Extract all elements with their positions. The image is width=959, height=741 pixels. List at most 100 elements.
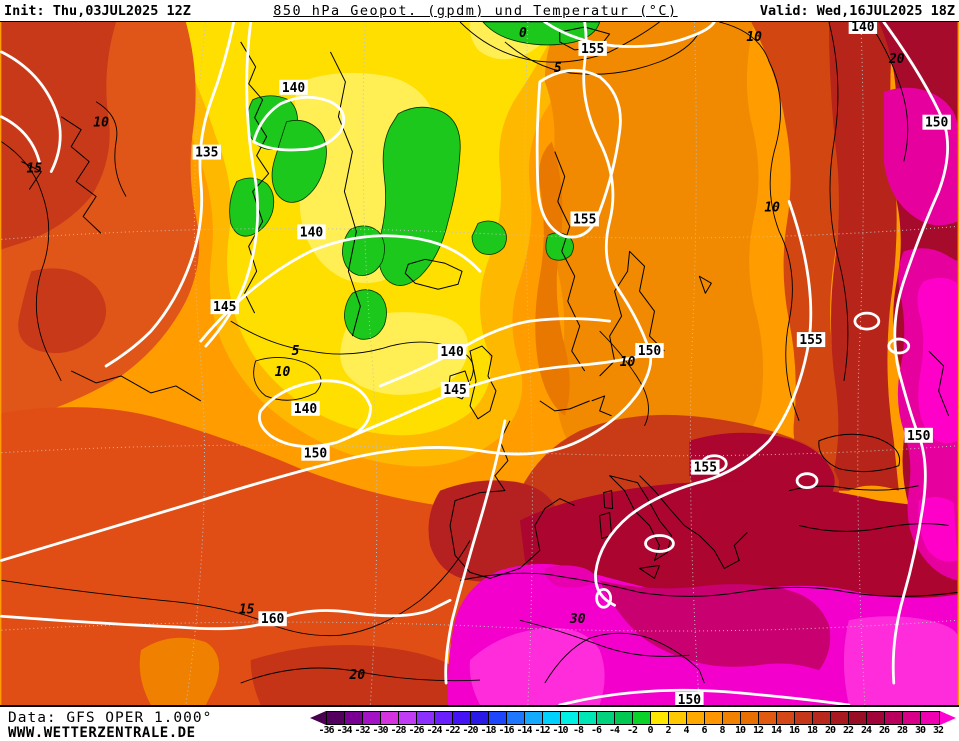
- legend-cells: [326, 711, 940, 725]
- legend-cell: [723, 712, 741, 724]
- temperature-label: 10: [764, 200, 780, 215]
- legend-cell: [705, 712, 723, 724]
- legend-value: 24: [860, 725, 872, 736]
- legend-value: -18: [480, 725, 496, 736]
- legend-cell: [741, 712, 759, 724]
- legend-cell: [507, 712, 525, 724]
- map-canvas: 1351401401451401401451501501551551551551…: [0, 22, 958, 705]
- coastline-layer: [21, 26, 958, 597]
- geopotential-label: 150: [635, 343, 664, 359]
- weather-map: 135 140 140 145 140 140 145 150 150 155 155 155 155 1…: [0, 21, 959, 707]
- legend-cell: [777, 712, 795, 724]
- svg-text:140: 140: [851, 22, 875, 35]
- temperature-label: 20: [349, 668, 366, 683]
- footer-bar: Data: GFS OPER 1.000° WWW.WETTERZENTRALE…: [0, 709, 959, 741]
- legend-value: -22: [444, 725, 460, 736]
- geopotential-label: 140: [279, 79, 308, 96]
- temperature-label: 20: [888, 52, 905, 67]
- geopotential-label: 140: [437, 344, 467, 360]
- legend-cell: [489, 712, 507, 724]
- legend-value: -14: [516, 725, 532, 736]
- legend-cell: [417, 712, 435, 724]
- legend-value: -6: [590, 725, 602, 736]
- legend-value: -16: [498, 725, 514, 736]
- legend-value: -24: [426, 725, 442, 736]
- temperature-label: 5: [292, 344, 300, 359]
- geopotential-label: 145: [440, 381, 470, 398]
- legend-value: 10: [734, 725, 746, 736]
- legend-cell: [831, 712, 849, 724]
- legend-value: -36: [318, 725, 334, 736]
- svg-text:150: 150: [925, 116, 949, 131]
- temperature-label: 10: [275, 365, 291, 380]
- temperature-label: 0: [519, 26, 527, 41]
- svg-text:155: 155: [694, 461, 717, 476]
- legend-value: 28: [896, 725, 908, 736]
- legend-value: 26: [878, 725, 890, 736]
- header-bar: Init: Thu,03JUL2025 12Z 850 hPa Geopot. …: [0, 0, 959, 21]
- legend-value: -26: [408, 725, 424, 736]
- legend-value: -10: [552, 725, 568, 736]
- legend-cell: [921, 712, 939, 724]
- legend-value: 16: [788, 725, 800, 736]
- legend-right-arrow: [940, 711, 956, 725]
- geopotential-label: 150: [301, 445, 330, 462]
- geopotential-label: 145: [210, 299, 239, 315]
- temperature-fill-layer: [1, 22, 958, 705]
- geopotential-contour-layer: [0, 22, 949, 705]
- legend-cell: [327, 712, 345, 724]
- geopotential-label: 140: [297, 224, 326, 240]
- legend-cell: [813, 712, 831, 724]
- geopotential-label: 155: [578, 40, 607, 57]
- legend-cell: [561, 712, 579, 724]
- graticule-layer: [1, 22, 958, 705]
- legend-cell: [885, 712, 903, 724]
- legend-cell: [903, 712, 921, 724]
- temperature-label: 10: [93, 116, 109, 131]
- legend-value: 0: [647, 725, 653, 736]
- legend-value: -8: [572, 725, 584, 736]
- svg-text:150: 150: [907, 429, 931, 444]
- valid-time-label: Valid: Wed,16JUL2025 18Z: [759, 2, 955, 19]
- legend-cell: [651, 712, 669, 724]
- svg-text:150: 150: [638, 344, 662, 359]
- temperature-label: 10: [746, 30, 762, 45]
- geopotential-label: 140: [291, 400, 320, 417]
- svg-text:140: 140: [300, 225, 324, 240]
- geopotential-label: 135: [192, 144, 222, 161]
- legend-cell: [867, 712, 885, 724]
- legend-cell: [597, 712, 615, 724]
- init-time-label: Init: Thu,03JUL2025 12Z: [4, 2, 191, 19]
- legend-value: -30: [372, 725, 388, 736]
- legend-cell: [795, 712, 813, 724]
- legend-value: -12: [534, 725, 550, 736]
- legend-cell: [453, 712, 471, 724]
- legend-value: -20: [462, 725, 478, 736]
- chart-title: 850 hPa Geopot. (gpdm) und Temperatur (°…: [273, 2, 678, 19]
- legend-value: 22: [842, 725, 854, 736]
- svg-text:150: 150: [678, 693, 702, 705]
- legend-value: 18: [806, 725, 818, 736]
- geopotential-label: 155: [796, 332, 826, 348]
- svg-text:155: 155: [581, 42, 604, 57]
- legend-value: 12: [752, 725, 764, 736]
- temperature-label: 10: [620, 355, 636, 370]
- temperature-label: 5: [554, 61, 562, 76]
- svg-text:140: 140: [294, 402, 318, 417]
- legend-cell: [345, 712, 363, 724]
- legend-cell: [363, 712, 381, 724]
- legend-color-row: [310, 711, 956, 725]
- legend-value: 30: [914, 725, 926, 736]
- geopotential-label: 140: [848, 22, 878, 35]
- geopotential-label: 160: [258, 611, 287, 627]
- legend-value: 20: [824, 725, 836, 736]
- svg-text:150: 150: [304, 447, 328, 462]
- legend-cell: [435, 712, 453, 724]
- legend-cell: [759, 712, 777, 724]
- geopotential-label: 155: [691, 459, 720, 476]
- legend-value-labels: -36 -34 -32 -30 -28 -26 -24 -22 -20 -18 -16 -14 -12-…: [310, 725, 956, 737]
- legend-left-arrow: [310, 711, 326, 725]
- legend-cell: [525, 712, 543, 724]
